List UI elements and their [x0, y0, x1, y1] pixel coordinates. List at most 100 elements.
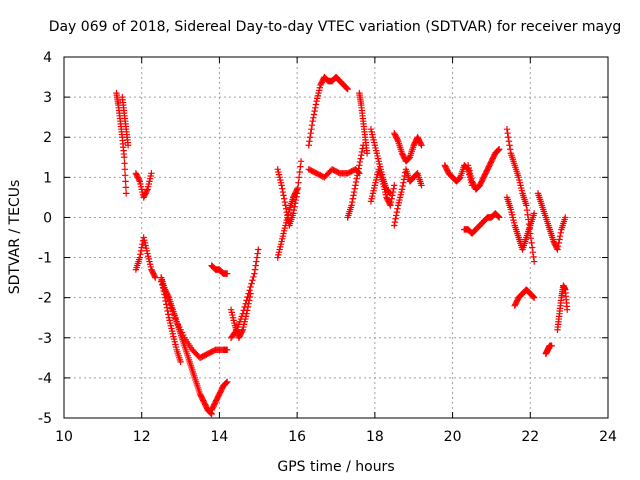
series-arc-d	[132, 234, 159, 281]
y-tick-label: 2	[43, 130, 52, 146]
data-point	[306, 134, 314, 141]
data-point	[250, 273, 257, 281]
data-point	[523, 202, 530, 209]
data-point	[121, 166, 129, 173]
data-point	[245, 300, 252, 307]
data-point	[494, 212, 502, 220]
y-axis-label: SDTVAR / TECUs	[7, 180, 23, 295]
data-point	[354, 168, 362, 176]
data-point	[530, 258, 538, 265]
series-arc-e	[157, 274, 184, 366]
data-point	[159, 281, 166, 289]
data-point	[165, 311, 172, 318]
data-point	[163, 291, 170, 299]
data-point	[349, 195, 357, 202]
series-arc-y	[503, 126, 538, 265]
series-arc-s	[367, 166, 398, 209]
data-point	[246, 287, 253, 294]
x-tick-label: 10	[55, 429, 73, 445]
data-point	[505, 138, 513, 145]
data-point	[400, 179, 407, 186]
data-point	[529, 293, 537, 300]
x-tick-label: 20	[444, 429, 462, 445]
data-point	[530, 294, 538, 301]
series-arc-t	[391, 130, 425, 165]
series-arc-l	[274, 186, 301, 261]
data-point	[164, 307, 171, 315]
data-point	[292, 196, 300, 204]
series-arc-q	[356, 89, 371, 157]
data-point	[507, 146, 514, 153]
y-tick-label: -1	[38, 251, 52, 267]
series-arc-x	[464, 146, 503, 193]
data-point	[495, 213, 502, 220]
data-point	[357, 155, 364, 162]
y-tick-label: -5	[38, 411, 52, 427]
data-point	[223, 379, 230, 386]
data-point	[143, 187, 151, 194]
data-point	[164, 295, 171, 302]
series-arc-ac	[542, 342, 555, 358]
data-point	[455, 175, 463, 182]
y-tick-label: 3	[43, 90, 52, 106]
data-point	[157, 278, 165, 285]
plot-frame	[63, 56, 609, 419]
data-point	[355, 165, 362, 172]
data-point	[122, 184, 130, 191]
data-point	[297, 158, 305, 165]
data-point	[554, 246, 561, 253]
data-point	[530, 210, 538, 217]
data-point	[136, 254, 143, 261]
series-arc-ab	[534, 190, 569, 253]
data-point	[530, 293, 537, 301]
data-point	[244, 303, 252, 311]
data-point	[122, 178, 129, 185]
data-point	[224, 346, 231, 354]
data-point	[524, 211, 531, 218]
data-point	[391, 218, 399, 226]
data-point	[293, 193, 300, 200]
data-point	[358, 148, 366, 156]
data-point	[310, 111, 318, 118]
data-point	[344, 85, 351, 93]
data-point	[280, 195, 288, 202]
data-point	[417, 140, 425, 148]
data-point	[312, 104, 319, 112]
x-tick-label: 14	[211, 429, 229, 445]
data-point	[307, 130, 314, 137]
data-point	[254, 250, 261, 257]
y-tick-label: 4	[43, 50, 52, 66]
data-point	[527, 234, 535, 242]
data-point	[290, 206, 298, 214]
data-point	[292, 200, 299, 207]
data-point	[222, 380, 230, 387]
data-point	[255, 246, 262, 253]
data-point	[356, 158, 364, 166]
data-point	[405, 155, 412, 162]
data-point	[556, 236, 563, 243]
data-point	[249, 277, 256, 284]
data-point	[282, 205, 290, 212]
y-tick-label: -4	[38, 371, 52, 387]
series-arc-b	[119, 93, 132, 149]
series-arc-v	[441, 162, 476, 189]
data-point	[253, 258, 260, 265]
data-point	[290, 210, 297, 217]
data-point	[389, 192, 396, 199]
data-point	[124, 142, 132, 149]
data-point	[562, 214, 569, 221]
data-point	[296, 168, 303, 176]
data-point	[393, 212, 400, 219]
data-point	[392, 215, 399, 222]
data-point	[496, 214, 503, 221]
data-point	[356, 162, 363, 169]
data-point	[391, 222, 398, 229]
data-point	[555, 239, 562, 247]
data-point	[152, 274, 159, 281]
y-tick-label: 0	[43, 210, 52, 226]
data-point	[311, 107, 318, 115]
data-point	[122, 172, 129, 179]
data-point	[348, 202, 355, 209]
data-point	[353, 175, 360, 182]
data-point	[121, 154, 128, 161]
